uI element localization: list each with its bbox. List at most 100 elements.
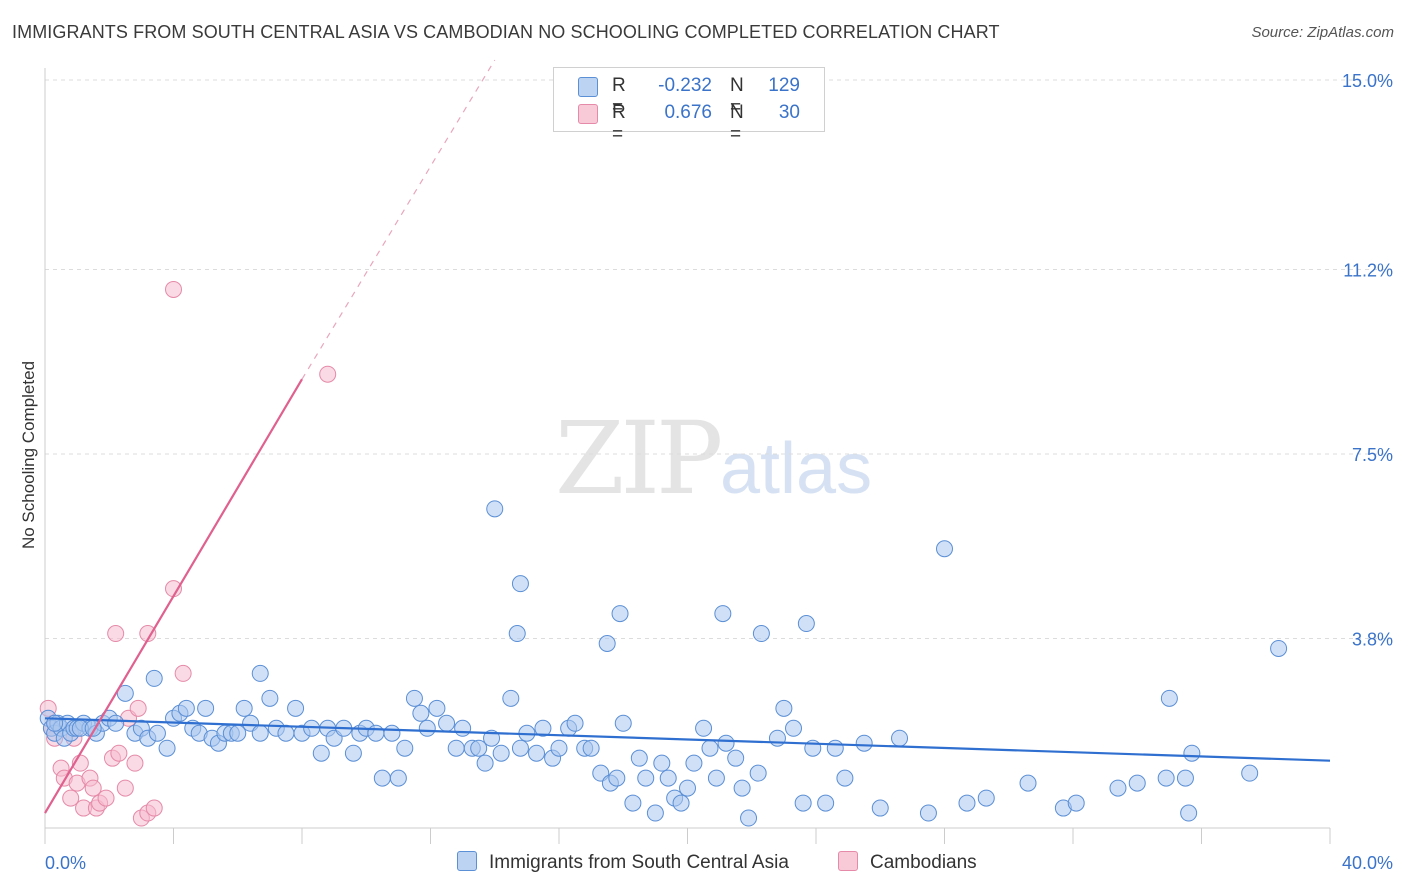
south-central-asia-point: [624, 794, 642, 812]
south-central-asia-point: [717, 734, 735, 752]
y-tick-label: 7.5%: [1352, 445, 1393, 465]
watermark-atlas: atlas: [720, 429, 873, 509]
south-central-asia-point: [486, 500, 504, 518]
cambodians-point: [126, 754, 144, 772]
south-central-asia-point: [611, 605, 629, 623]
south-central-asia-point: [1157, 769, 1175, 787]
south-central-asia-point: [312, 744, 330, 762]
south-central-asia-point: [936, 540, 953, 558]
watermark-zip: ZIP: [555, 400, 723, 517]
south-central-asia-point: [1241, 764, 1259, 782]
south-central-asia-point: [740, 809, 758, 827]
south-central-asia-point: [855, 734, 873, 752]
south-central-asia-point: [891, 729, 909, 747]
south-central-asia-point: [261, 689, 279, 707]
south-central-asia-point: [679, 779, 696, 797]
south-central-asia-point: [958, 794, 976, 812]
south-central-asia-point: [608, 769, 626, 787]
south-central-asia-point: [158, 739, 176, 757]
south-central-asia-point: [107, 714, 125, 732]
south-central-asia-point: [785, 719, 803, 737]
south-central-asia-point: [1067, 794, 1085, 812]
south-central-asia-point: [794, 794, 812, 812]
south-central-asia-point: [344, 744, 362, 762]
south-central-asia-point: [470, 739, 488, 757]
south-central-asia-point: [418, 719, 436, 737]
south-central-asia-point: [871, 799, 889, 817]
south-central-asia-point: [1176, 769, 1194, 787]
r-label: R =: [612, 75, 626, 118]
south-central-asia-point: [197, 699, 215, 717]
south-central-asia-point: [768, 729, 786, 747]
south-central-asia-point: [116, 684, 134, 702]
cambodians-point: [319, 365, 337, 383]
n-label: N =: [730, 75, 744, 118]
south-central-asia-point: [1183, 744, 1201, 762]
south-central-asia-point: [695, 719, 713, 737]
south-central-asia-point: [646, 804, 664, 822]
r-value-pink: 0.676: [664, 102, 712, 123]
pink-legend-swatch: [838, 851, 858, 871]
south-central-asia-point: [1019, 774, 1037, 792]
south-central-asia-point: [727, 749, 745, 767]
y-axis-label: No Schooling Completed: [19, 361, 38, 549]
n-value-blue: 129: [768, 75, 800, 96]
south-central-asia-point: [637, 769, 655, 787]
south-central-asia-point: [653, 754, 671, 772]
south-central-asia-point: [1270, 639, 1288, 657]
south-central-asia-point: [412, 704, 430, 722]
south-central-asia-point: [145, 669, 163, 687]
x-tick-label: 40.0%: [1342, 853, 1393, 873]
legend-item-south-central-asia: Immigrants from South Central Asia: [457, 851, 789, 874]
south-central-asia-point: [528, 744, 546, 762]
south-central-asia-point: [659, 769, 677, 787]
south-central-asia-point: [826, 739, 844, 757]
cambodians-point: [129, 699, 147, 717]
south-central-asia-point: [707, 769, 725, 787]
cambodians-point: [97, 789, 115, 807]
south-central-asia-point: [817, 794, 835, 812]
south-central-asia-point: [511, 575, 529, 593]
south-central-asia-point: [749, 764, 767, 782]
south-central-asia-point: [614, 714, 632, 732]
cambodians-point: [107, 625, 125, 643]
south-central-asia-point: [701, 739, 719, 757]
south-central-asia-point: [476, 754, 494, 772]
south-central-asia-point: [148, 724, 166, 742]
blue-swatch: [578, 77, 598, 97]
south-central-asia-point: [287, 699, 305, 717]
south-central-asia-point: [752, 625, 770, 643]
pink-swatch: [578, 104, 598, 124]
cambodians-point: [84, 779, 102, 797]
south-central-asia-point: [733, 779, 751, 797]
south-central-asia-point: [367, 724, 385, 742]
south-central-asia-point: [775, 699, 793, 717]
cambodians-point: [62, 789, 80, 807]
y-tick-label: 11.2%: [1343, 260, 1393, 280]
south-central-asia-point: [438, 714, 456, 732]
south-central-asia-point: [277, 724, 295, 742]
legend-label-south-central-asia: Immigrants from South Central Asia: [489, 852, 789, 873]
south-central-asia-point: [383, 724, 401, 742]
source-label: Source: ZipAtlas.com: [1251, 24, 1394, 41]
blue-legend-swatch: [457, 851, 477, 871]
south-central-asia-point: [511, 739, 529, 757]
south-central-asia-point: [977, 789, 995, 807]
south-central-asia-point: [685, 754, 703, 772]
south-central-asia-point: [582, 739, 600, 757]
x-tick-label: 0.0%: [45, 853, 86, 873]
south-central-asia-point: [492, 744, 510, 762]
south-central-asia-point: [534, 719, 552, 737]
south-central-asia-point: [508, 625, 526, 643]
south-central-asia-point: [447, 739, 465, 757]
n-label: N =: [730, 102, 744, 145]
south-central-asia-point: [405, 689, 423, 707]
south-central-asia-point: [550, 739, 568, 757]
south-central-asia-point: [251, 664, 269, 682]
south-central-asia-point: [1160, 689, 1178, 707]
south-central-asia-point: [1128, 774, 1146, 792]
legend-label-cambodians: Cambodians: [870, 852, 977, 873]
south-central-asia-point: [1109, 779, 1127, 797]
r-label: R =: [612, 102, 626, 145]
chart-title: IMMIGRANTS FROM SOUTH CENTRAL ASIA VS CA…: [12, 22, 1000, 42]
